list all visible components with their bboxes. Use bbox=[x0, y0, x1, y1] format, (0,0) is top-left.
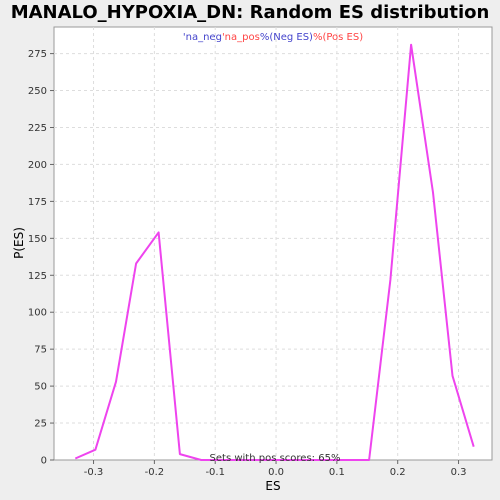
legend-entry: %(Pos ES) bbox=[313, 32, 363, 43]
pos-scores-annotation: Sets with pos scores: 65% bbox=[210, 453, 341, 464]
y-axis-label: P(ES) bbox=[12, 227, 26, 259]
x-tick-label: -0.2 bbox=[145, 467, 165, 478]
series-group bbox=[74, 43, 475, 461]
y-tick-label: 100 bbox=[28, 308, 47, 319]
y-tick-label: 25 bbox=[34, 419, 47, 430]
plot-area bbox=[53, 26, 493, 461]
y-tick-label: 150 bbox=[28, 234, 47, 245]
y-tick-label: 50 bbox=[34, 382, 47, 393]
legend-entry: %(Neg ES) bbox=[260, 32, 313, 43]
x-tick-label: 0.1 bbox=[329, 467, 345, 478]
y-tick-label: 75 bbox=[34, 345, 47, 356]
x-tick-label: 0.3 bbox=[451, 467, 467, 478]
y-tick-label: 225 bbox=[28, 123, 47, 134]
es-density-line bbox=[74, 43, 475, 461]
x-tick-label: 0.0 bbox=[268, 467, 284, 478]
y-tick-label: 275 bbox=[28, 49, 47, 60]
y-tick-label: 250 bbox=[28, 86, 47, 97]
chart-title: MANALO_HYPOXIA_DN: Random ES distributio… bbox=[10, 2, 490, 23]
grid-lines bbox=[54, 27, 492, 460]
y-tick-label: 200 bbox=[28, 160, 47, 171]
x-tick-label: -0.1 bbox=[205, 467, 225, 478]
axes: -0.3 -0.2 -0.1 0.0 0.1 0.2 0.3 0 25 50 75 100 125 150… bbox=[28, 49, 467, 478]
legend-entry: 'na_pos bbox=[222, 32, 260, 43]
legend-entry: 'na_neg bbox=[183, 32, 222, 43]
y-tick-label: 175 bbox=[28, 197, 47, 208]
x-axis-label: ES bbox=[265, 479, 280, 493]
x-tick-label: -0.3 bbox=[84, 467, 104, 478]
y-tick-label: 0 bbox=[41, 456, 47, 467]
x-tick-label: 0.2 bbox=[390, 467, 406, 478]
legend: 'na_neg'na_pos%(Neg ES)%(Pos ES) bbox=[183, 32, 363, 43]
y-tick-label: 125 bbox=[28, 271, 47, 282]
